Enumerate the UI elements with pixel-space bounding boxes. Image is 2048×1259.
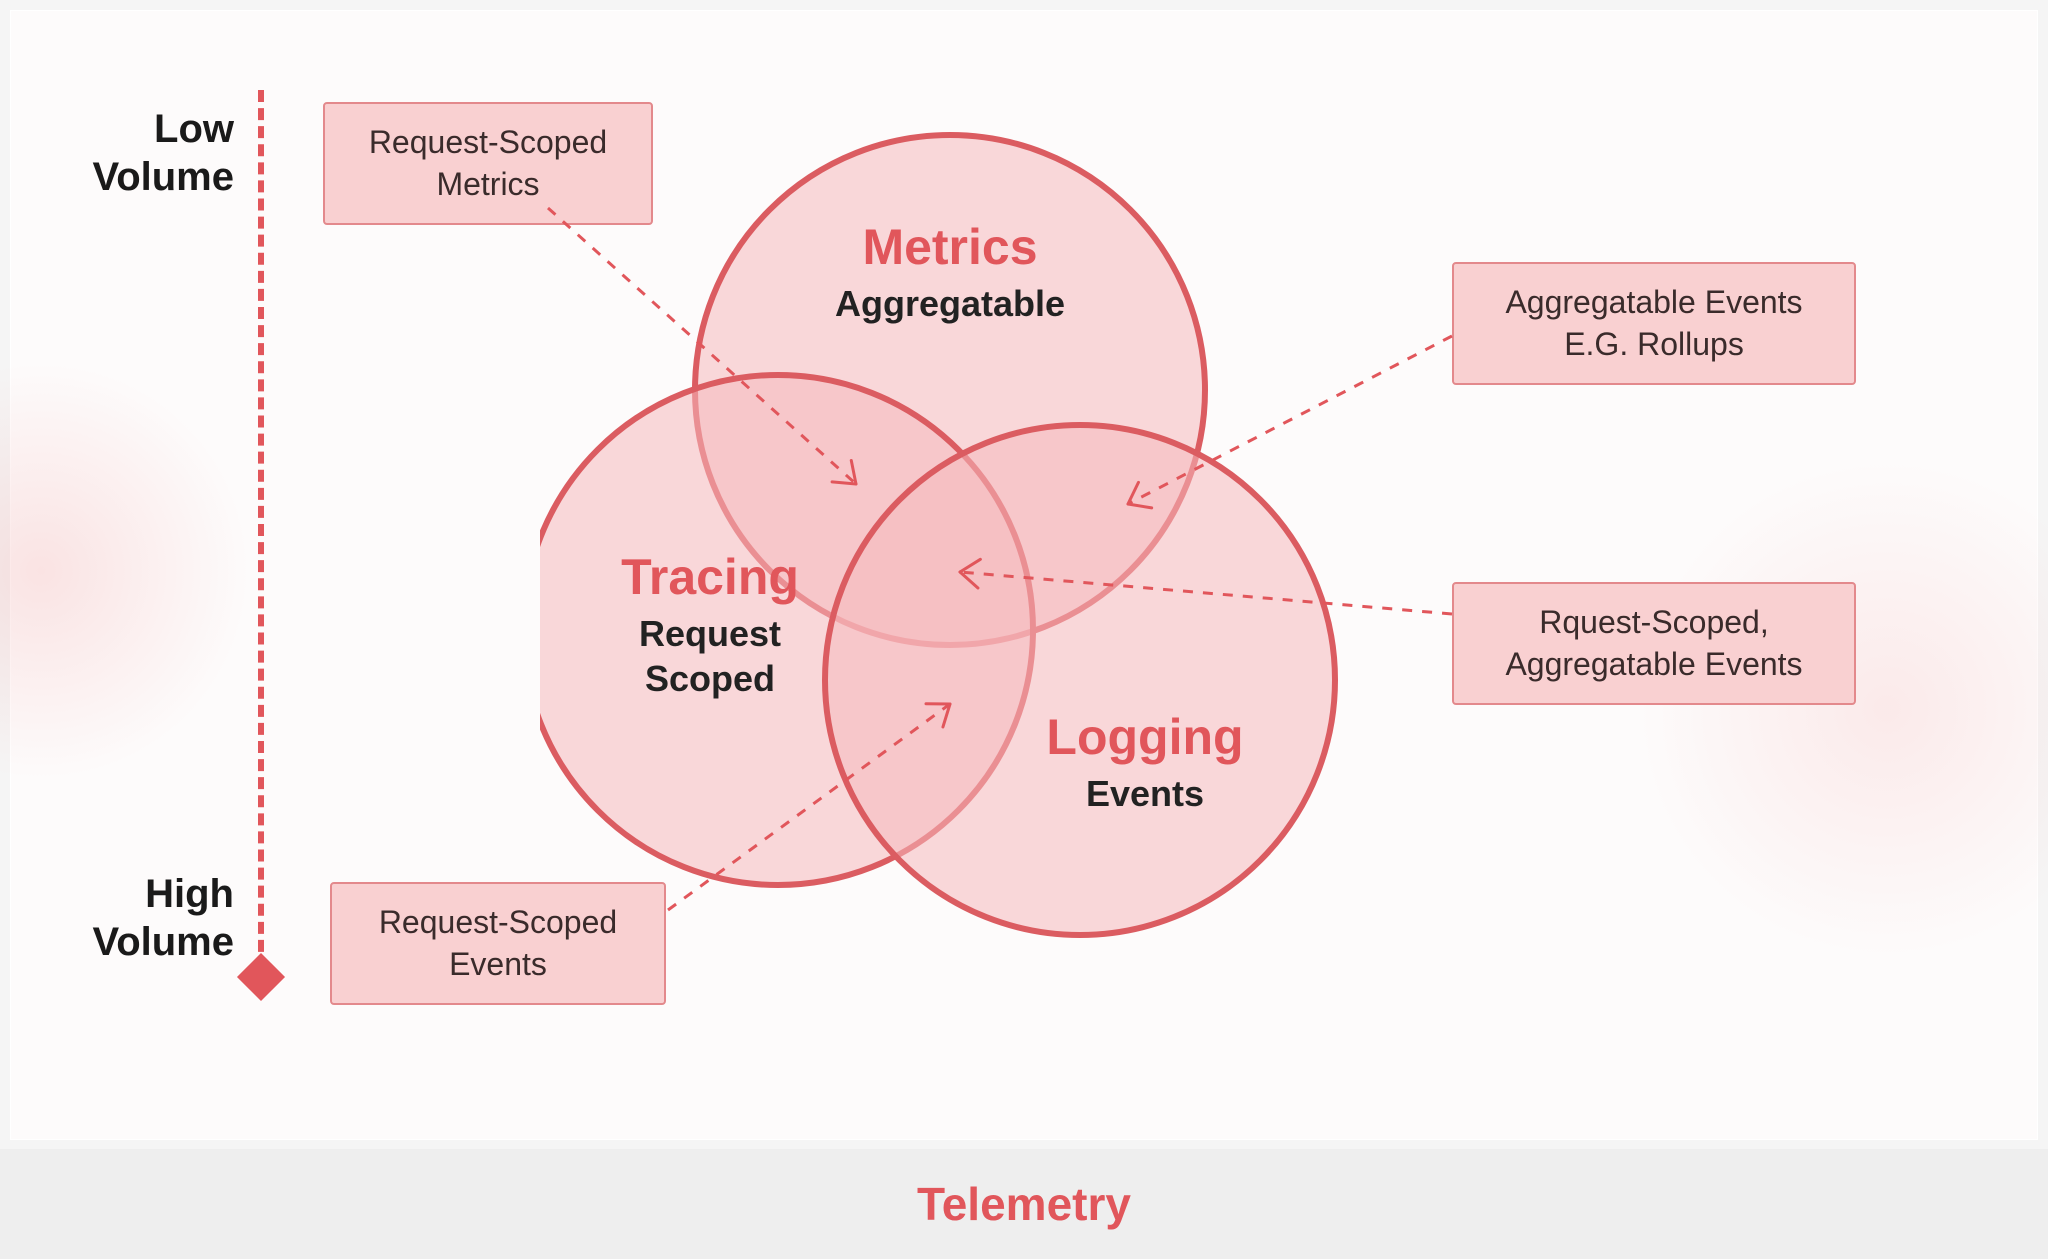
bg-blob-left — [0, 361, 251, 781]
callout-aggregatable-events: Aggregatable Events E.G. Rollups — [1452, 262, 1856, 385]
axis-low-line2: Volume — [92, 155, 234, 199]
callout-line: Aggregatable Events — [1505, 284, 1802, 320]
bg-blob-right — [1637, 459, 2048, 959]
venn-circle-logging — [825, 425, 1335, 935]
axis-label-high-volume: High Volume — [54, 870, 234, 966]
callout-line: Metrics — [436, 166, 539, 202]
volume-axis-line — [258, 90, 264, 970]
axis-high-line1: High — [145, 872, 234, 916]
venn-diagram: Metrics Aggregatable Tracing Request Sco… — [540, 130, 1360, 950]
callout-line: E.G. Rollups — [1564, 326, 1744, 362]
callout-line: Events — [449, 946, 547, 982]
axis-label-low-volume: Low Volume — [54, 105, 234, 201]
venn-svg — [540, 130, 1360, 950]
callout-line: Aggregatable Events — [1505, 646, 1802, 682]
callout-line: Rquest-Scoped, — [1539, 604, 1768, 640]
axis-high-line2: Volume — [92, 920, 234, 964]
axis-low-line1: Low — [154, 107, 234, 151]
footer-title: Telemetry — [917, 1177, 1131, 1231]
footer-band: Telemetry — [0, 1149, 2048, 1259]
diagram-frame: Low Volume High Volume Request-Scoped Me… — [0, 0, 2048, 1259]
callout-request-scoped-agg-events: Rquest-Scoped, Aggregatable Events — [1452, 582, 1856, 705]
